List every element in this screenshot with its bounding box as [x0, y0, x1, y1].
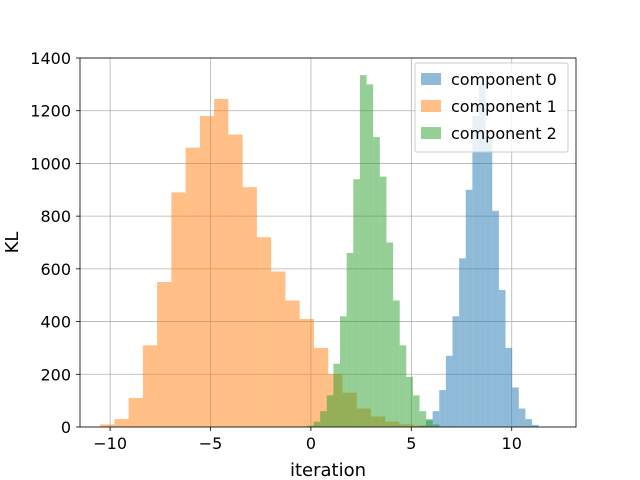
histogram-bar: [346, 253, 354, 427]
x-tick-label: −10: [93, 434, 127, 453]
y-tick-label: 1400: [30, 49, 71, 68]
histogram-bar: [479, 84, 486, 427]
series-2-bars: [306, 75, 440, 428]
histogram-bar: [285, 300, 300, 427]
x-axis-label: iteration: [290, 460, 366, 480]
histogram-bar: [498, 289, 506, 427]
x-tick-label: 0: [306, 434, 316, 453]
histogram-bar: [185, 147, 200, 427]
x-tick-label: 10: [502, 434, 522, 453]
histogram-bars: [100, 75, 539, 428]
y-tick-label: 1000: [30, 154, 71, 173]
histogram-bar: [512, 387, 519, 427]
axis-ticks: −10 −5 0 5 10 0 200 400 600 800 1000 1200 1400: [30, 49, 522, 453]
histogram-bar: [320, 411, 327, 427]
histogram-bar: [373, 137, 380, 428]
x-tick-label: −5: [199, 434, 223, 453]
histogram-bar: [306, 425, 314, 427]
histogram-bar: [326, 395, 334, 427]
histogram-bar: [439, 390, 446, 427]
legend-swatch: [421, 127, 441, 139]
x-tick-label: 5: [406, 434, 416, 453]
y-tick-label: 0: [61, 418, 71, 437]
histogram-bar: [214, 98, 229, 427]
y-tick-label: 400: [40, 313, 71, 332]
series-0-bars: [419, 84, 539, 428]
histogram-bar: [379, 176, 387, 427]
histogram-bar: [128, 398, 143, 427]
histogram-bar: [340, 316, 347, 427]
legend-label: component 0: [451, 70, 557, 89]
histogram-bar: [399, 345, 407, 427]
y-tick-label: 200: [40, 365, 71, 384]
histogram-bar: [228, 134, 243, 427]
histogram-bar: [313, 347, 329, 427]
histogram-bar: [406, 376, 413, 427]
legend-label: component 2: [451, 124, 557, 143]
histogram-bar: [492, 210, 499, 427]
histogram-bar: [256, 237, 272, 427]
histogram-bar: [299, 318, 314, 427]
histogram-bar: [142, 345, 158, 427]
histogram-bar: [386, 242, 394, 427]
y-tick-label: 800: [40, 207, 71, 226]
histogram-bar: [465, 189, 473, 427]
legend-swatch: [421, 100, 441, 112]
histogram-bar: [472, 115, 480, 427]
histogram-bar: [426, 419, 433, 427]
histogram-bar: [157, 282, 172, 427]
histogram-bar: [432, 424, 440, 427]
histogram-bar: [100, 424, 115, 427]
histogram-bar: [313, 421, 321, 427]
histogram-bar: [333, 363, 341, 427]
histogram-bar: [445, 355, 453, 427]
legend-frame: [414, 62, 569, 153]
series-1-bars: [100, 98, 443, 427]
histogram-bar: [114, 419, 129, 427]
histogram-bar: [366, 84, 374, 427]
y-tick-label: 1200: [30, 102, 71, 121]
plot-frame: [79, 57, 577, 428]
histogram-bar: [353, 179, 360, 427]
histogram-bar: [271, 271, 286, 427]
histogram-bar: [485, 137, 493, 428]
histogram-bar: [242, 187, 257, 427]
y-tick-label: 600: [40, 260, 71, 279]
histogram-bar: [452, 316, 460, 427]
histogram-bar: [412, 395, 420, 427]
legend-label: component 1: [451, 97, 557, 116]
legend: component 0 component 1 component 2: [414, 62, 569, 153]
histogram-bar: [393, 300, 400, 427]
histogram-bar: [518, 408, 526, 427]
histogram-bar: [525, 419, 533, 427]
histogram-bar: [199, 115, 215, 427]
histogram-bar: [505, 347, 513, 427]
y-axis-label: KL: [2, 232, 23, 254]
histogram-bar: [532, 424, 539, 427]
histogram-bar: [419, 411, 427, 427]
histogram-bar: [359, 75, 367, 427]
histogram-bar: [459, 258, 466, 427]
histogram-bar: [432, 411, 440, 427]
legend-swatch: [421, 73, 441, 85]
histogram-bar: [171, 192, 186, 427]
